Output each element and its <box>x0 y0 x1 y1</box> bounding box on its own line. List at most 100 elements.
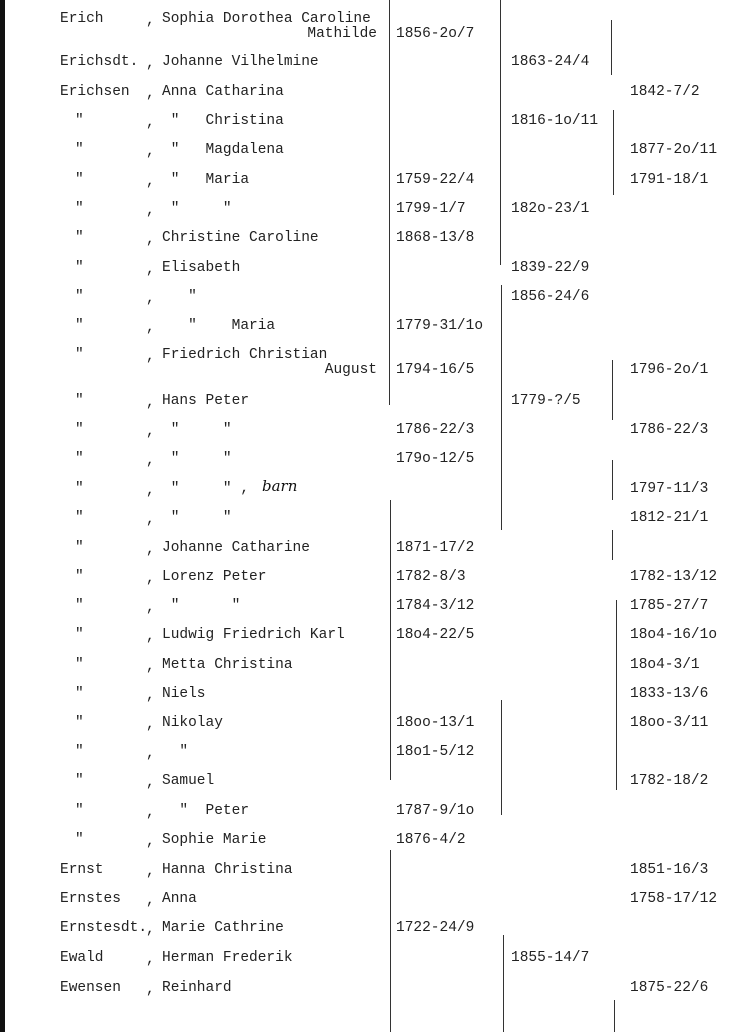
date-column-2: 1816-1o/11 <box>511 113 599 129</box>
date-column-3: 1851-16/3 <box>630 862 709 878</box>
comma-separator: , <box>146 291 155 307</box>
surname: " <box>75 201 84 217</box>
comma-separator: , <box>146 688 155 704</box>
comma-separator: , <box>146 13 155 29</box>
column-rule <box>501 285 502 530</box>
date-column-1: 1784-3/12 <box>396 598 475 614</box>
surname: " <box>75 422 84 438</box>
comma-separator: , <box>146 952 155 968</box>
column-rule <box>389 0 390 405</box>
date-column-3: 1758-17/12 <box>630 891 718 907</box>
comma-separator: , <box>146 775 155 791</box>
comma-separator: , <box>146 174 155 190</box>
date-column-2: 1779-?/5 <box>511 393 581 409</box>
date-column-1: 1868-13/8 <box>396 230 475 246</box>
given-names: Anna Catharina <box>162 84 284 100</box>
surname: " <box>75 481 84 497</box>
given-names: Reinhard <box>162 980 232 996</box>
surname: " <box>75 289 84 305</box>
surname: " <box>75 598 84 614</box>
comma-separator: , <box>146 86 155 102</box>
column-rule <box>390 500 391 780</box>
date-column-3: 1791-18/1 <box>630 172 709 188</box>
given-names: Friedrich Christian <box>162 347 328 363</box>
date-column-1: 1794-16/5 <box>396 362 475 378</box>
column-rule <box>503 935 504 1032</box>
given-names: Johanne Vilhelmine <box>162 54 319 70</box>
column-rule <box>390 850 391 1032</box>
given-names: " " <box>162 422 232 438</box>
date-column-1: 18oo-13/1 <box>396 715 475 731</box>
surname: " <box>75 510 84 526</box>
date-column-3: 18o4-16/1o <box>630 627 718 643</box>
given-names: " " <box>162 451 232 467</box>
surname: Ewensen <box>60 980 121 996</box>
date-column-1: 18o1-5/12 <box>396 744 475 760</box>
date-column-2: 1863-24/4 <box>511 54 590 70</box>
surname: " <box>75 832 84 848</box>
surname: Erichsdt. <box>60 54 139 70</box>
given-names: " Christina <box>162 113 284 129</box>
given-names: " Magdalena <box>162 142 284 158</box>
given-names: Hans Peter <box>162 393 250 409</box>
given-names: Johanne Catharine <box>162 540 310 556</box>
column-rule <box>616 600 617 790</box>
date-column-1: 1876-4/2 <box>396 832 466 848</box>
surname: Ernstes <box>60 891 121 907</box>
given-names: " " , <box>162 481 250 497</box>
date-column-3: 18oo-3/11 <box>630 715 709 731</box>
given-names: Herman Frederik <box>162 950 293 966</box>
comma-separator: , <box>146 144 155 160</box>
comma-separator: , <box>146 349 155 365</box>
given-names: Sophie Marie <box>162 832 267 848</box>
comma-separator: , <box>146 395 155 411</box>
column-rule <box>612 530 613 560</box>
comma-separator: , <box>146 483 155 499</box>
date-column-3: 1782-13/12 <box>630 569 718 585</box>
date-column-3: 1812-21/1 <box>630 510 709 526</box>
comma-separator: , <box>146 600 155 616</box>
given-names: " " <box>162 510 232 526</box>
column-rule <box>612 460 613 500</box>
date-column-1: 1786-22/3 <box>396 422 475 438</box>
given-names: " " <box>162 201 232 217</box>
surname: " <box>75 142 84 158</box>
date-column-3: 1842-7/2 <box>630 84 700 100</box>
date-column-3: 18o4-3/1 <box>630 657 700 673</box>
surname: " <box>75 627 84 643</box>
given-names: Metta Christina <box>162 657 293 673</box>
date-column-3: 1782-18/2 <box>630 773 709 789</box>
given-names: Ludwig Friedrich Karl <box>162 627 345 643</box>
comma-separator: , <box>146 746 155 762</box>
date-column-1: 179o-12/5 <box>396 451 475 467</box>
column-rule <box>611 20 612 75</box>
comma-separator: , <box>146 805 155 821</box>
date-column-1: 1787-9/1o <box>396 803 475 819</box>
surname: " <box>75 773 84 789</box>
comma-separator: , <box>146 571 155 587</box>
comma-separator: , <box>146 922 155 938</box>
date-column-1: 18o4-22/5 <box>396 627 475 643</box>
date-column-3: 1833-13/6 <box>630 686 709 702</box>
given-names: Christine Caroline <box>162 230 319 246</box>
comma-separator: , <box>146 203 155 219</box>
comma-separator: , <box>146 56 155 72</box>
date-column-1: 1782-8/3 <box>396 569 466 585</box>
surname: " <box>75 540 84 556</box>
given-names: " <box>162 289 197 305</box>
date-column-1: 1799-1/7 <box>396 201 466 217</box>
date-column-1: 1779-31/1o <box>396 318 484 334</box>
comma-separator: , <box>146 453 155 469</box>
column-rule <box>500 0 501 265</box>
surname: " <box>75 172 84 188</box>
given-names: Elisabeth <box>162 260 241 276</box>
given-names: Lorenz Peter <box>162 569 267 585</box>
surname: Ernstesdt. <box>60 920 148 936</box>
surname: " <box>75 113 84 129</box>
date-column-1: 1871-17/2 <box>396 540 475 556</box>
surname: " <box>75 715 84 731</box>
comma-separator: , <box>146 424 155 440</box>
comma-separator: , <box>146 262 155 278</box>
given-names: Samuel <box>162 773 215 789</box>
surname: " <box>75 318 84 334</box>
